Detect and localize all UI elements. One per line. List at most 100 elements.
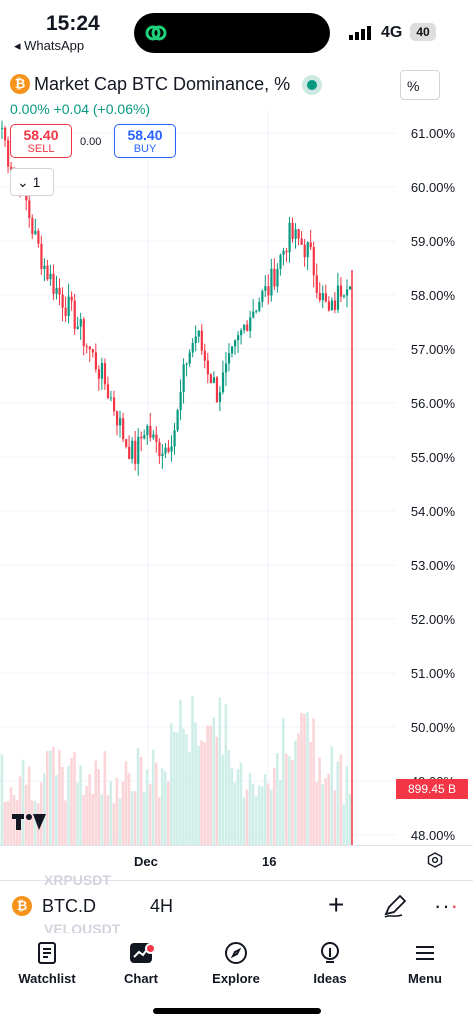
volume-bar <box>272 768 276 845</box>
volume-bar <box>6 801 10 845</box>
volume-bar <box>297 733 300 845</box>
price-tick: 60.00% <box>410 180 455 195</box>
volume-bar <box>100 794 104 845</box>
volume-bar <box>21 759 25 845</box>
pen-drawing-icon[interactable] <box>382 893 408 919</box>
candle <box>134 440 137 464</box>
volume-bar <box>257 785 261 845</box>
volume-bar <box>154 762 158 845</box>
more-options-icon[interactable]: ··· <box>434 893 459 918</box>
price-tick: 54.00% <box>410 504 455 519</box>
tab-ideas[interactable]: Ideas <box>290 941 370 986</box>
price-chart[interactable] <box>0 110 473 845</box>
volume-bar <box>73 752 76 845</box>
price-tick: 57.00% <box>410 342 455 357</box>
time-axis[interactable]: Dec 16 <box>0 845 473 874</box>
volume-bar <box>333 790 337 845</box>
volume-bar <box>58 750 61 845</box>
volume-bar <box>275 753 279 845</box>
chart-title[interactable]: Market Cap BTC Dominance, % <box>34 74 291 94</box>
price-axis[interactable]: 61.00% 60.00% 59.00% 58.00% 57.00% 56.00% 55.0… <box>396 120 473 850</box>
price-tick: 61.00% <box>410 126 455 141</box>
candle <box>349 286 352 290</box>
candle <box>342 295 346 297</box>
volume-bar <box>18 776 22 845</box>
add-icon[interactable]: + <box>328 889 345 920</box>
buy-button[interactable]: 58.40 BUY <box>114 124 176 158</box>
candle <box>176 410 179 431</box>
volume-bar <box>167 781 170 845</box>
candle <box>297 229 300 239</box>
candle <box>1 127 4 129</box>
symbol-selector[interactable]: BTC.D <box>42 896 96 916</box>
market-status-icon[interactable] <box>302 75 322 95</box>
battery-icon: 40 <box>410 23 436 41</box>
candle <box>333 300 337 310</box>
candle <box>103 363 107 385</box>
volume-bar <box>64 800 67 845</box>
candle <box>67 296 70 316</box>
chart-toolbar: XRPUSDT VELOUSDT ₿ BTC.D 4H + ··· <box>0 872 473 937</box>
candle <box>149 425 152 438</box>
volume-bar <box>242 797 246 845</box>
volume-bar <box>39 782 43 845</box>
indicators-collapse-button[interactable]: ⌄ 1 <box>10 168 54 196</box>
watchlist-icon <box>38 942 56 964</box>
volume-bar <box>136 748 140 845</box>
volume-bar <box>206 725 209 845</box>
volume-bar <box>318 757 321 845</box>
tab-label: Explore <box>212 971 260 986</box>
volume-bar <box>30 800 34 845</box>
notification-badge <box>145 943 156 954</box>
chart-settings-icon[interactable] <box>427 852 443 868</box>
volume-bar <box>288 755 291 845</box>
candle <box>249 317 252 331</box>
last-value-label: 899.45 B <box>396 779 468 799</box>
price-tick: 50.00% <box>410 720 455 735</box>
volume-bar <box>112 803 116 845</box>
candle <box>282 250 285 255</box>
volume-bar <box>94 760 98 845</box>
volume-bar <box>324 778 327 845</box>
candle <box>143 435 146 439</box>
tab-chart[interactable]: Chart <box>101 941 181 986</box>
volume-bar <box>67 765 70 845</box>
candle <box>261 290 264 302</box>
candle <box>276 268 279 287</box>
tab-menu[interactable]: Menu <box>385 941 465 986</box>
volume-bar <box>127 772 131 845</box>
candle <box>321 293 324 301</box>
volume-bar <box>106 795 110 845</box>
back-to-app-link[interactable]: ◂ WhatsApp <box>14 38 85 53</box>
candle <box>52 273 55 294</box>
volume-bar <box>45 751 49 845</box>
candle <box>40 243 43 269</box>
tab-watchlist[interactable]: Watchlist <box>7 941 87 986</box>
volume-bar <box>148 783 152 845</box>
volume-bar <box>191 696 194 845</box>
volume-bar <box>151 749 155 845</box>
candle <box>28 200 31 218</box>
price-tick: 58.00% <box>410 288 455 303</box>
candle <box>58 287 61 295</box>
candles <box>1 120 352 476</box>
price-tick: 55.00% <box>410 450 455 465</box>
volume-bar <box>197 745 200 845</box>
volume-bar <box>79 765 82 845</box>
candle <box>264 286 267 291</box>
volume-bar <box>133 791 137 845</box>
sell-button[interactable]: 58.40 SELL <box>10 124 72 158</box>
candle <box>218 392 222 402</box>
volume-bar <box>179 699 182 845</box>
scale-toggle-button[interactable]: % <box>400 70 440 100</box>
candle <box>140 436 143 439</box>
candle <box>327 301 331 311</box>
tab-explore[interactable]: Explore <box>196 941 276 986</box>
price-tick: 52.00% <box>410 612 455 627</box>
candle <box>115 411 119 426</box>
interval-selector[interactable]: 4H <box>150 896 174 916</box>
candle <box>167 447 170 452</box>
volume-bar <box>121 781 125 845</box>
volume-bar <box>245 789 249 845</box>
volume-bar <box>49 750 52 845</box>
